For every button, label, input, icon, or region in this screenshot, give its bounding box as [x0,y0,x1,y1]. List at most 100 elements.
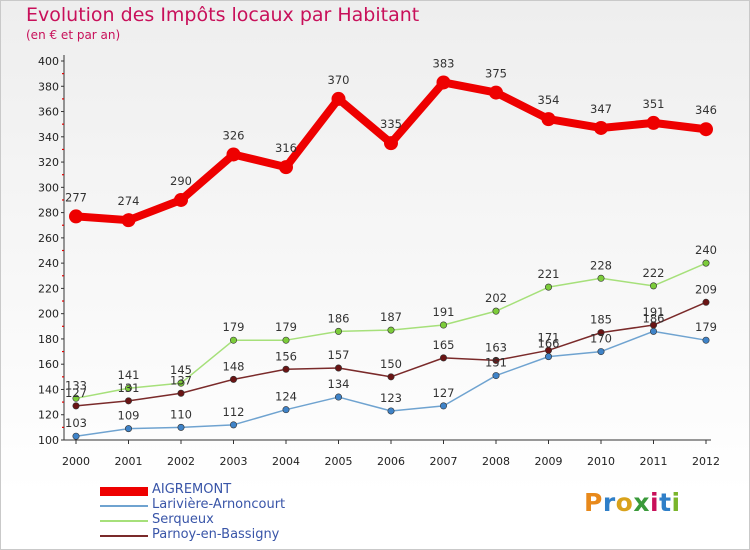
y-tick-label: 140 [38,383,59,396]
data-label-larivi-re-arnoncourt: 110 [170,407,192,421]
data-label-aigremont: 290 [170,174,192,188]
data-label-aigremont: 375 [485,67,507,81]
data-point-larivi-re-arnoncourt [387,407,395,415]
data-point-aigremont [384,136,398,151]
data-label-serqueux: 179 [275,320,297,334]
legend-item-aigremont: AIGREMONT [100,482,330,499]
data-point-aigremont [646,115,661,130]
data-point-parnoy-en-bassigny [125,397,133,405]
data-point-larivi-re-arnoncourt [334,393,342,401]
data-point-aigremont [69,209,83,224]
y-tick-label: 100 [38,434,59,447]
data-point-serqueux [597,274,605,282]
y-tick-label: 120 [38,409,59,422]
data-label-serqueux: 222 [643,266,665,280]
data-label-serqueux: 240 [695,243,717,257]
data-label-parnoy-en-bassigny: 127 [65,386,87,400]
data-point-aigremont [279,160,293,175]
data-label-parnoy-en-bassigny: 131 [118,381,140,395]
data-label-serqueux: 191 [433,305,455,319]
y-tick-label: 160 [38,358,59,371]
data-point-aigremont [331,91,346,106]
y-tick-label: 300 [38,181,59,194]
data-point-parnoy-en-bassigny [387,373,395,381]
data-point-aigremont [699,122,713,137]
legend-swatch [100,487,148,496]
data-point-larivi-re-arnoncourt [230,421,238,429]
legend-swatch [100,505,148,507]
data-point-serqueux [649,282,657,290]
legend-label: Larivière-Arnoncourt [152,497,286,512]
data-point-parnoy-en-bassigny [439,354,447,362]
legend-item-lariviere-arnoncourt: Larivière-Arnoncourt [100,497,330,514]
legend: AIGREMONT Larivière-Arnoncourt Serqueux … [100,482,330,544]
logo-letter: P [584,488,603,517]
data-label-aigremont: 354 [538,93,560,107]
data-label-parnoy-en-bassigny: 163 [485,340,507,354]
y-tick-label: 380 [38,80,59,93]
data-label-larivi-re-arnoncourt: 179 [695,320,717,334]
data-label-larivi-re-arnoncourt: 166 [538,337,560,351]
data-label-aigremont: 274 [118,194,140,208]
data-point-serqueux [544,283,552,291]
data-label-parnoy-en-bassigny: 165 [433,338,455,352]
data-label-larivi-re-arnoncourt: 134 [328,377,350,391]
data-label-aigremont: 316 [275,141,297,155]
x-tick-label: 2001 [115,455,143,468]
data-label-larivi-re-arnoncourt: 170 [590,332,612,346]
y-tick-label: 400 [38,55,59,68]
data-point-larivi-re-arnoncourt [125,425,133,433]
data-point-serqueux [177,379,185,387]
data-label-parnoy-en-bassigny: 191 [643,305,665,319]
data-point-aigremont [594,120,608,135]
data-label-aigremont: 347 [590,102,612,116]
data-label-serqueux: 145 [170,363,192,377]
y-tick-label: 340 [38,131,59,144]
data-label-larivi-re-arnoncourt: 124 [275,390,297,404]
data-label-serqueux: 141 [118,368,140,382]
data-point-parnoy-en-bassigny [597,329,605,337]
y-tick-label: 240 [38,257,59,270]
data-label-serqueux: 133 [65,378,87,392]
y-tick-label: 260 [38,232,59,245]
legend-item-parnoy-en-bassigny: Parnoy-en-Bassigny [100,527,330,544]
logo-letter: r [602,488,616,517]
data-point-aigremont [489,85,503,100]
data-point-larivi-re-arnoncourt [439,402,447,410]
logo-letter: i [650,488,660,517]
data-label-aigremont: 351 [643,97,665,111]
data-label-larivi-re-arnoncourt: 186 [643,311,665,325]
data-label-larivi-re-arnoncourt: 112 [223,405,245,419]
x-tick-label: 2012 [692,455,720,468]
x-tick-label: 2006 [377,455,405,468]
data-label-serqueux: 179 [223,320,245,334]
y-tick-label: 200 [38,308,59,321]
data-label-larivi-re-arnoncourt: 123 [380,391,402,405]
data-point-serqueux [230,336,238,344]
data-label-parnoy-en-bassigny: 209 [695,282,717,296]
data-label-serqueux: 186 [328,311,350,325]
data-label-larivi-re-arnoncourt: 127 [433,386,455,400]
data-point-parnoy-en-bassigny [230,375,238,383]
x-tick-label: 2009 [535,455,563,468]
x-tick-label: 2008 [482,455,510,468]
x-tick-label: 2007 [430,455,458,468]
data-label-parnoy-en-bassigny: 150 [380,357,402,371]
data-label-parnoy-en-bassigny: 137 [170,373,192,387]
x-tick-label: 2011 [640,455,668,468]
data-label-larivi-re-arnoncourt: 103 [65,416,87,430]
legend-label: Parnoy-en-Bassigny [152,527,280,542]
data-label-parnoy-en-bassigny: 148 [223,359,245,373]
data-point-serqueux [702,259,710,267]
data-label-aigremont: 277 [65,190,87,204]
data-point-aigremont [121,213,136,228]
x-tick-label: 2000 [62,455,90,468]
x-tick-label: 2002 [167,455,195,468]
data-point-larivi-re-arnoncourt [544,353,552,361]
data-point-larivi-re-arnoncourt [702,336,710,344]
y-tick-label: 180 [38,333,59,346]
legend-label: AIGREMONT [152,482,232,497]
data-label-parnoy-en-bassigny: 185 [590,313,612,327]
